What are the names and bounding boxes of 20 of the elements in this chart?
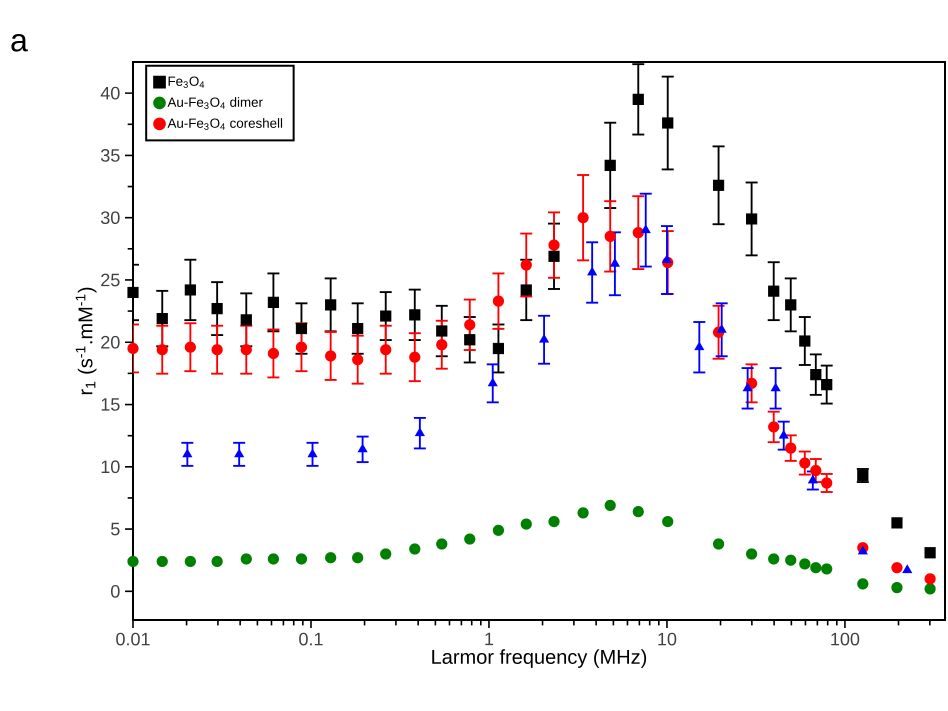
y-axis-title: r$_{1}$ (s$^{-1}$.mM$^{-1}$) [76,288,96,394]
y-tick-label: 35 [100,149,120,162]
y-tick-label: 40 [100,86,120,100]
legend-label: Au-Fe$_{3}$O$_{4}$ dimer [168,97,263,109]
legend-label: Au-Fe$_{3}$O$_{4}$ coreshell [168,118,282,130]
x-tick-label: 0.1 [299,632,323,646]
x-tick-label: 1 [485,632,494,646]
legend-label: Fe$_{3}$O$_{4}$ [168,76,204,88]
y-tick-label: 5 [111,522,120,536]
y-tick-label: 0 [111,584,120,598]
y-tick-label: 30 [100,211,120,224]
text: a [11,34,28,52]
y-tick-label: 25 [101,274,120,286]
x-tick-label: 10 [658,632,676,646]
x-axis-title: Larmor frequency (MHz) [432,649,646,668]
x-tick-label: 100 [831,632,860,646]
y-tick-label: 20 [101,336,120,349]
x-tick-label: 0.01 [116,632,150,646]
y-tick-label: 15 [102,398,120,411]
y-tick-label: 10 [102,460,120,474]
